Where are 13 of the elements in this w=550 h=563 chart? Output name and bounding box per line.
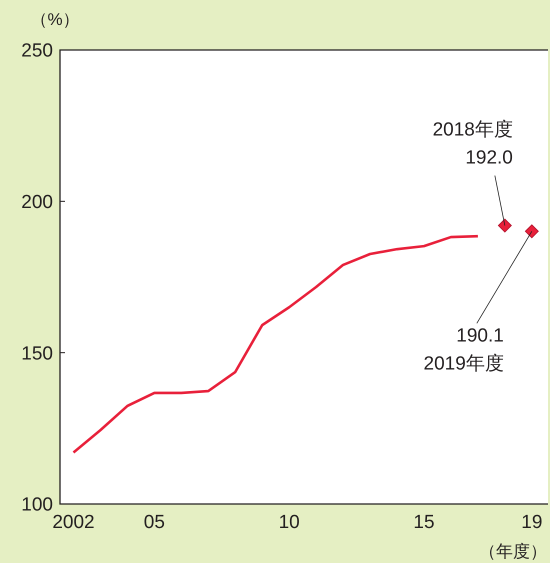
y-tick-label: 150 [21,343,53,364]
x-tick-label: 15 [413,512,435,533]
annotation: 2018年度 192.0 [432,118,513,169]
x-tick-label: 2002 [52,512,95,533]
x-axis-title: （年度） [479,542,547,561]
y-tick-label: 200 [21,192,53,213]
y-axis-title: （%） [30,10,80,29]
y-tick-label: 100 [21,494,53,516]
y-tick-label: 250 [21,40,53,62]
x-tick-label: 10 [278,512,300,533]
x-tick-label: 05 [144,512,165,533]
x-tick-label: 19 [521,512,542,533]
annotation: 190.1 2019年度 [424,325,504,374]
